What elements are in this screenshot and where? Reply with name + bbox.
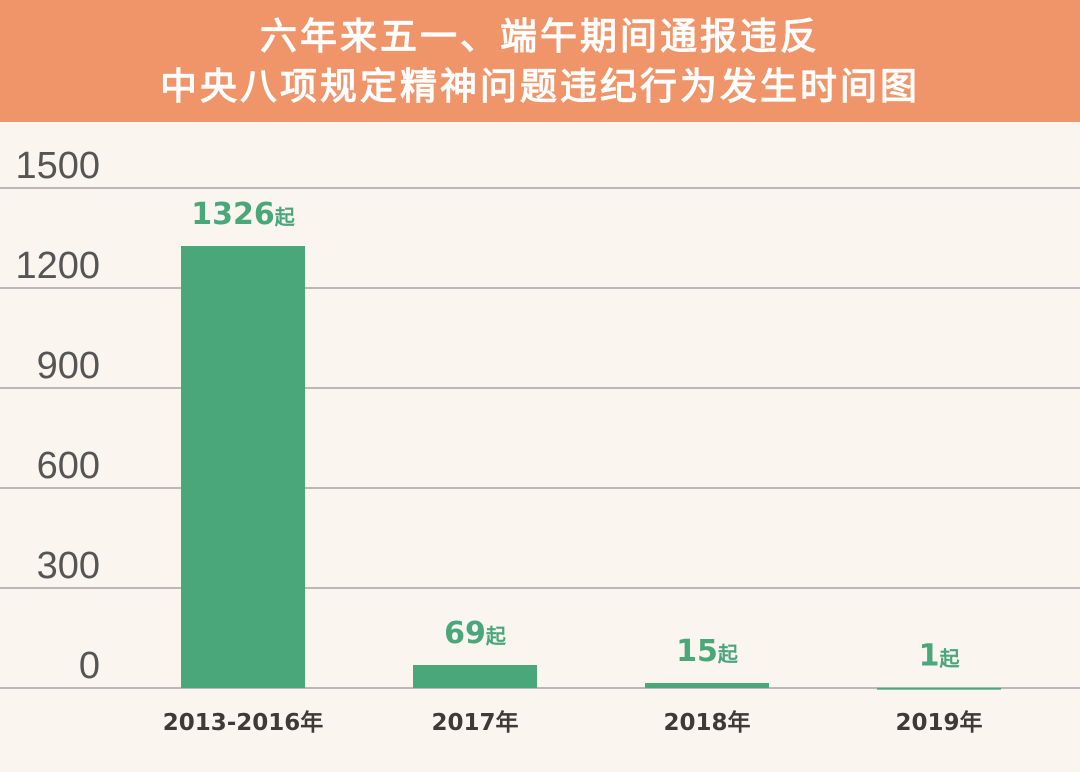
data-label: 1起 — [919, 639, 961, 674]
bar — [877, 687, 1001, 690]
bar — [181, 246, 305, 688]
data-label: 69起 — [444, 616, 507, 651]
x-tick-label: 2013-2016年 — [163, 709, 324, 736]
bar — [645, 683, 769, 688]
title-line-2: 中央八项规定精神问题违纪行为发生时间图 — [160, 65, 920, 108]
y-tick-label: 600 — [37, 445, 100, 487]
chart-title: 六年来五一、端午期间通报违反 中央八项规定精神问题违纪行为发生时间图 — [0, 0, 1080, 122]
x-tick-label: 2017年 — [431, 709, 518, 736]
x-tick-label: 2019年 — [895, 709, 982, 736]
x-tick-label: 2018年 — [663, 709, 750, 736]
y-tick-label: 900 — [37, 345, 100, 387]
y-tick-label: 300 — [37, 545, 100, 587]
title-line-1: 六年来五一、端午期间通报违反 — [260, 15, 820, 58]
y-tick-label: 0 — [79, 645, 100, 687]
data-label: 1326起 — [191, 197, 296, 232]
bar — [413, 665, 537, 688]
data-label: 15起 — [676, 634, 739, 669]
y-tick-label: 1500 — [15, 145, 100, 187]
y-tick-label: 1200 — [15, 245, 100, 287]
